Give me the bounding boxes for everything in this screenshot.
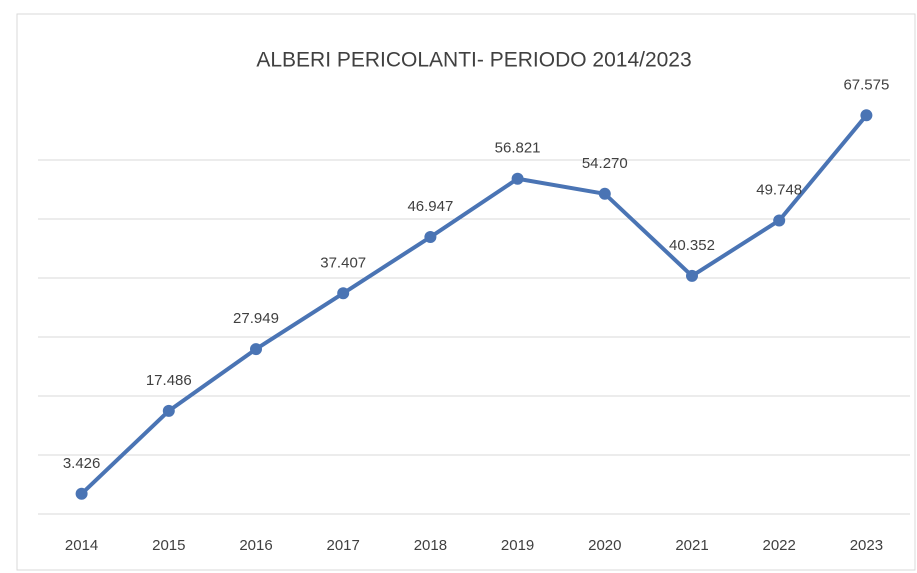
data-point (860, 109, 873, 122)
x-tick-label: 2014 (65, 537, 98, 554)
data-point (250, 343, 262, 356)
data-label: 54.270 (582, 155, 628, 172)
data-point (686, 269, 698, 282)
data-point (511, 172, 524, 185)
x-tick-label: 2015 (152, 537, 185, 554)
data-label: 37.407 (320, 254, 366, 271)
x-tick-label: 2016 (239, 537, 272, 554)
x-tick-label: 2021 (675, 537, 708, 554)
chart-border (16, 13, 916, 571)
data-label: 3.426 (63, 455, 101, 472)
data-label: 56.821 (495, 140, 541, 157)
x-tick-label: 2023 (850, 537, 883, 554)
data-point (75, 487, 88, 500)
data-point (773, 214, 786, 227)
x-tick-label: 2022 (763, 537, 796, 554)
data-label: 46.947 (407, 198, 453, 215)
data-point (337, 287, 350, 300)
data-label: 40.352 (669, 237, 715, 254)
data-label: 17.486 (146, 372, 192, 389)
chart-title: ALBERI PERICOLANTI- PERIODO 2014/2023 (256, 49, 691, 72)
data-point (424, 231, 437, 244)
data-label: 67.575 (843, 76, 889, 93)
x-tick-label: 2018 (414, 537, 447, 554)
x-tick-label: 2019 (501, 537, 534, 554)
data-label: 49.748 (756, 181, 802, 198)
data-label: 27.949 (233, 310, 279, 327)
x-tick-label: 2020 (588, 537, 621, 554)
data-point (598, 187, 611, 200)
data-line (80, 114, 868, 496)
data-point (162, 404, 175, 417)
x-tick-label: 2017 (327, 537, 360, 554)
